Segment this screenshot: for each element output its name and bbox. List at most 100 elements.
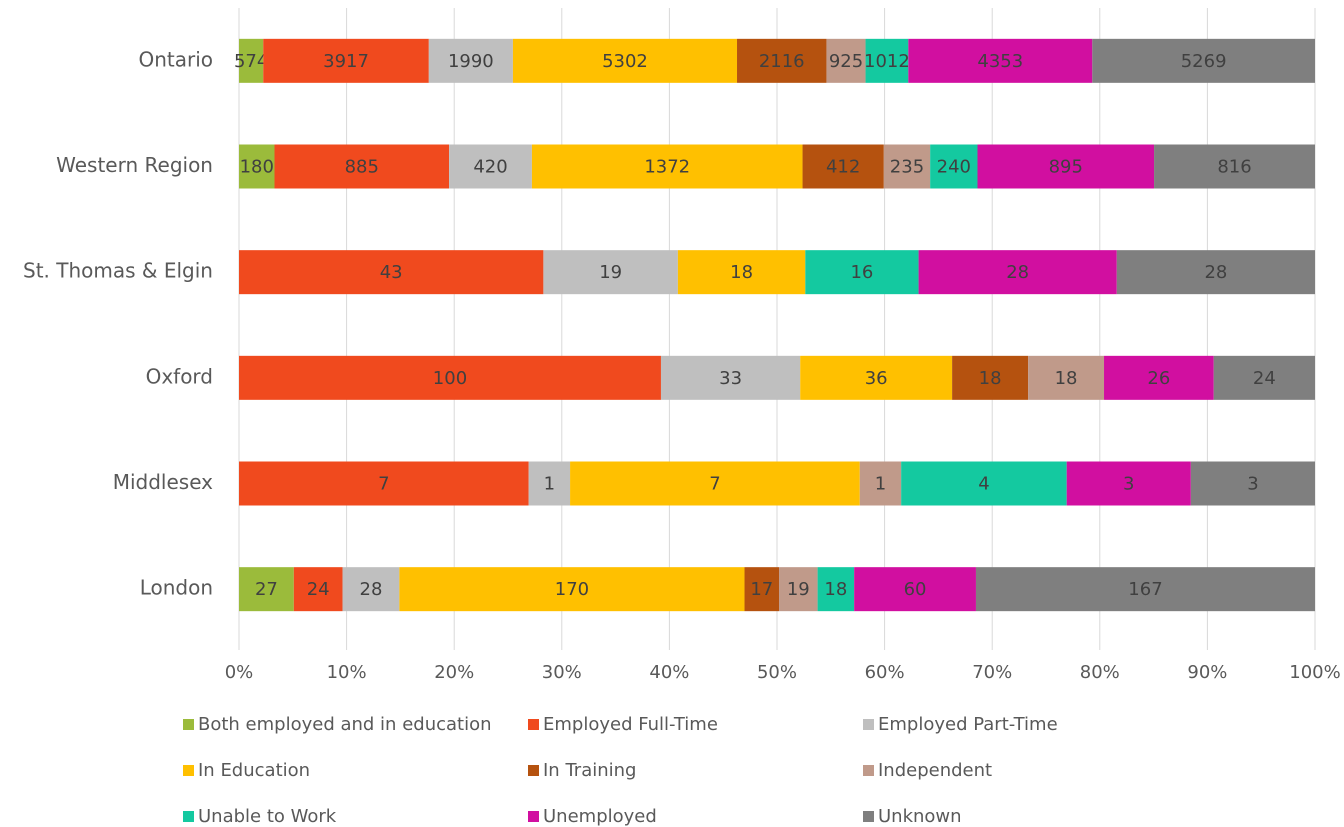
bar-segment: [1066, 461, 1191, 506]
data-label: 420: [473, 157, 507, 178]
category-label: London: [140, 576, 213, 600]
data-label: 100: [433, 368, 467, 389]
data-label: 925: [829, 51, 863, 72]
bar-segment: [883, 144, 931, 189]
data-label: 885: [345, 157, 379, 178]
data-label: 7: [709, 474, 720, 495]
bar-segment: [930, 144, 978, 189]
bar-segment: [263, 38, 429, 83]
bar-segment: [805, 250, 919, 295]
legend-label: Unable to Work: [198, 806, 337, 827]
data-label: 1372: [644, 157, 690, 178]
data-label: 167: [1128, 579, 1162, 600]
legend-label: Independent: [878, 760, 992, 781]
bar-segment: [543, 250, 678, 295]
data-label: 26: [1147, 368, 1170, 389]
legend-label: Employed Full-Time: [543, 714, 718, 735]
data-label: 3917: [323, 51, 369, 72]
bar-segment: [239, 144, 275, 189]
data-label: 18: [730, 262, 753, 283]
bar-segment: [239, 567, 294, 612]
data-label: 18: [1055, 368, 1078, 389]
data-label: 1990: [448, 51, 494, 72]
category-label: St. Thomas & Elgin: [23, 259, 213, 283]
bar-segment: [817, 567, 855, 612]
data-label: 2116: [759, 51, 805, 72]
bar-segment: [239, 355, 661, 400]
bar-segment: [342, 567, 400, 612]
data-label: 5269: [1181, 51, 1227, 72]
data-label: 3: [1123, 474, 1134, 495]
data-label: 1: [544, 474, 555, 495]
data-label: 5302: [602, 51, 648, 72]
x-tick-label: 60%: [865, 662, 905, 683]
bar-segment: [1190, 461, 1315, 506]
bar-segment: [677, 250, 806, 295]
data-label: 3: [1247, 474, 1258, 495]
legend-swatch: [183, 719, 194, 730]
category-label: Middlesex: [113, 470, 213, 494]
bar-segment: [975, 567, 1315, 612]
category-label: Ontario: [138, 47, 213, 71]
data-label: 28: [360, 579, 383, 600]
bar-segment: [737, 38, 827, 83]
data-label: 180: [240, 157, 274, 178]
legend-label: Unknown: [878, 806, 962, 827]
legend-swatch: [863, 811, 874, 822]
data-label: 28: [1204, 262, 1227, 283]
x-tick-label: 20%: [434, 662, 474, 683]
data-label: 19: [599, 262, 622, 283]
data-label: 1012: [864, 51, 910, 72]
legend-label: Both employed and in education: [198, 714, 492, 735]
x-tick-label: 90%: [1187, 662, 1227, 683]
x-tick-label: 50%: [757, 662, 797, 683]
legend-swatch: [863, 765, 874, 776]
bar-segment: [570, 461, 860, 506]
x-tick-label: 100%: [1289, 662, 1340, 683]
bar-segment: [1092, 38, 1315, 83]
data-label: 7: [378, 474, 389, 495]
data-label: 574: [234, 51, 268, 72]
legend-label: In Education: [198, 760, 310, 781]
bar-segment: [239, 250, 544, 295]
bar-segment: [952, 355, 1029, 400]
bar-segment: [293, 567, 343, 612]
bar-segment: [977, 144, 1155, 189]
bar-segment: [1116, 250, 1315, 295]
bar-segment: [274, 144, 450, 189]
data-label: 33: [719, 368, 742, 389]
bar-segment: [854, 567, 976, 612]
x-tick-label: 40%: [649, 662, 689, 683]
data-label: 4: [978, 474, 989, 495]
data-label: 60: [904, 579, 927, 600]
bar-segment: [428, 38, 513, 83]
data-label: 18: [824, 579, 847, 600]
data-label: 1: [875, 474, 886, 495]
data-label: 43: [380, 262, 403, 283]
bar-segment: [449, 144, 532, 189]
bar-segment: [239, 461, 529, 506]
data-label: 235: [890, 157, 924, 178]
data-label: 816: [1217, 157, 1251, 178]
data-label: 36: [865, 368, 888, 389]
data-label: 19: [787, 579, 810, 600]
bar-segment: [779, 567, 818, 612]
bar-segment: [802, 144, 884, 189]
legend-label: Unemployed: [543, 806, 657, 827]
bar-segment: [1028, 355, 1105, 400]
legend-swatch: [863, 719, 874, 730]
bar-segment: [660, 355, 801, 400]
legend-swatch: [528, 811, 539, 822]
legend-swatch: [183, 811, 194, 822]
bar-segment: [859, 461, 902, 506]
bar-segment: [399, 567, 745, 612]
category-label: Western Region: [56, 153, 213, 177]
x-tick-label: 0%: [225, 662, 254, 683]
data-label: 170: [555, 579, 589, 600]
bar-segment: [901, 461, 1067, 506]
data-label: 28: [1006, 262, 1029, 283]
legend-swatch: [528, 765, 539, 776]
bar-segment: [908, 38, 1093, 83]
bar-segment: [239, 38, 264, 83]
